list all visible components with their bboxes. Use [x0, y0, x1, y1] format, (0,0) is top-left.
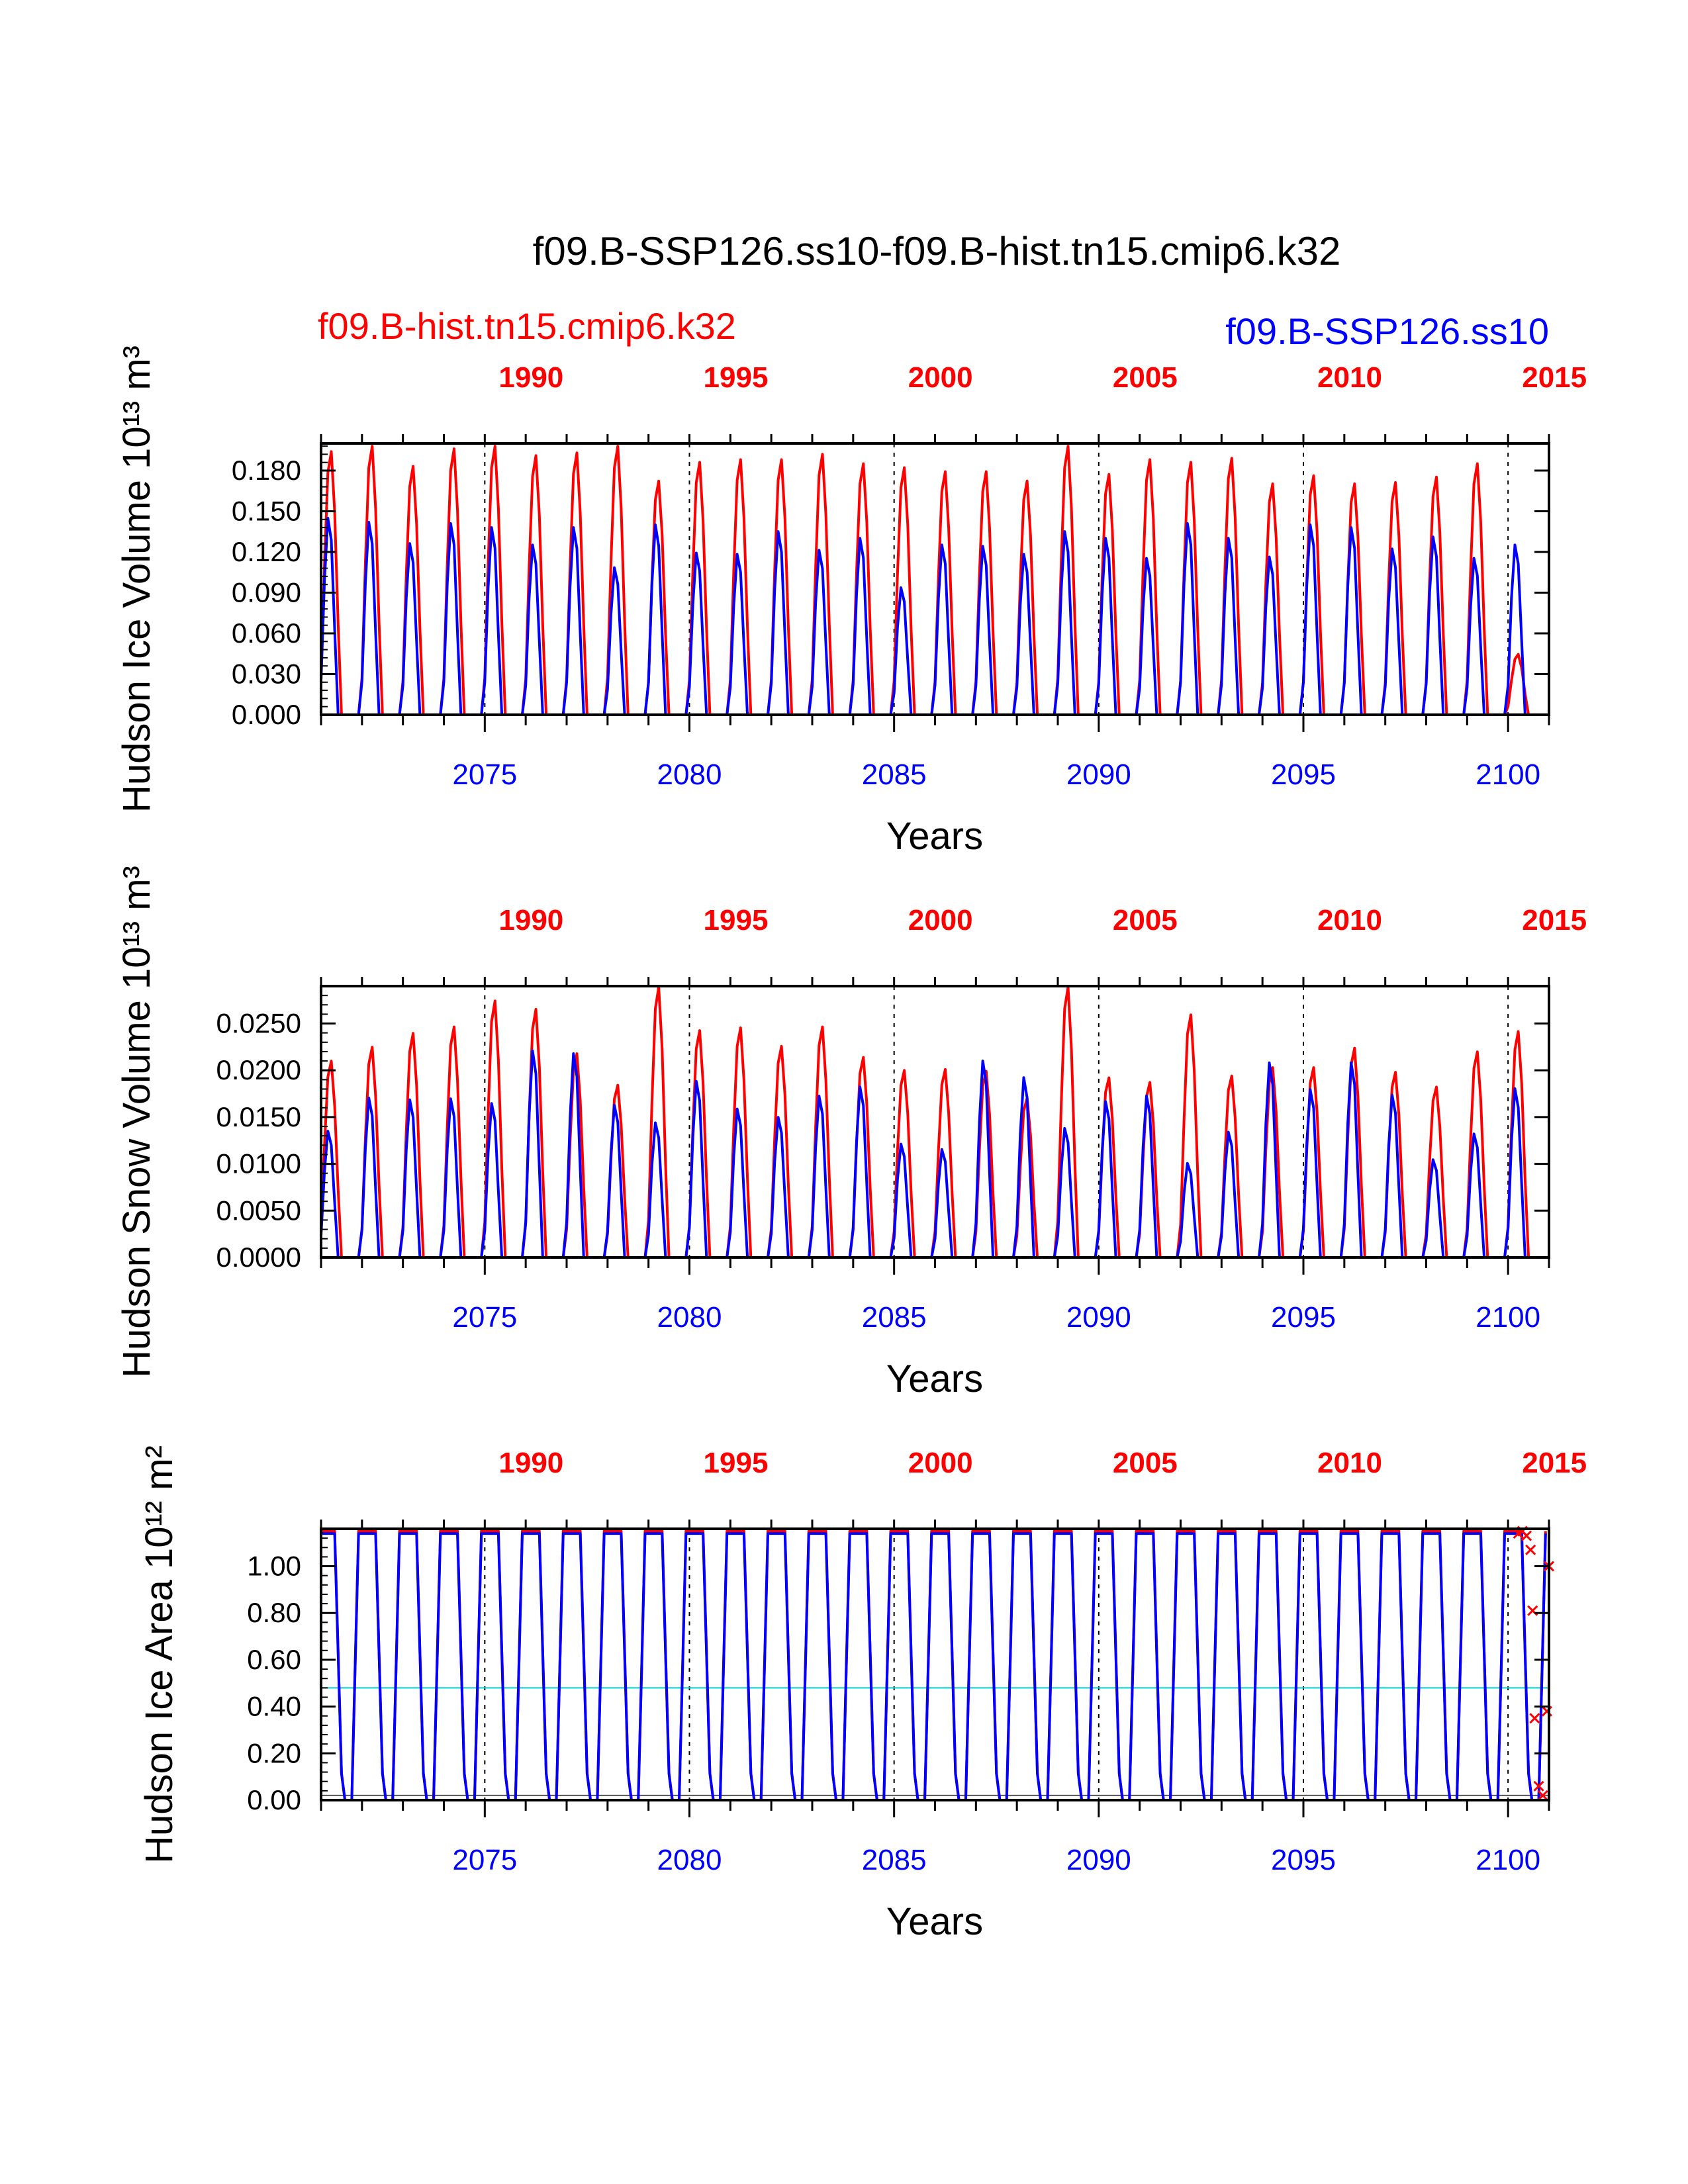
ice-area-hist-marker [1533, 1780, 1544, 1792]
snow-volume-x-bottom-tick-label: 2100 [1476, 1301, 1540, 1334]
ice-area-y-tick-label: 0.20 [247, 1737, 301, 1768]
ice-volume-y-tick-label: 0.150 [232, 496, 301, 527]
snow-volume-x-top-tick-label: 2005 [1113, 904, 1178, 936]
ice-area-hist-marker [1529, 1713, 1540, 1724]
snow-volume-y-tick-label: 0.0000 [216, 1242, 301, 1273]
ice-area-y-tick-label: 0.60 [247, 1644, 301, 1675]
ice-volume-ssp-series-line [320, 516, 1546, 716]
ice-volume-x-bottom-tick-label: 2080 [657, 758, 722, 791]
ice-area-y-tick-label: 0.00 [247, 1784, 301, 1815]
ice-volume-y-tick-label: 0.060 [232, 617, 301, 649]
snow-volume-y-tick-label: 0.0150 [216, 1101, 301, 1132]
ice-volume-x-axis-label: Years [886, 815, 983, 858]
snow-volume-x-top-tick-label: 2015 [1522, 904, 1587, 936]
ice-area-hist-marker [1525, 1544, 1536, 1555]
ice-area-x-top-tick-label: 1990 [498, 1447, 563, 1479]
ice-volume-y-tick-label: 0.120 [232, 536, 301, 567]
snow-volume-y-tick-label: 0.0100 [216, 1148, 301, 1179]
snow-volume-x-top-tick-label: 2000 [908, 904, 973, 936]
ice-area-x-bottom-tick-label: 2095 [1271, 1844, 1336, 1876]
ice-volume-y-tick-label: 0.000 [232, 699, 301, 730]
chart-title: f09.B-SSP126.ss10-f09.B-hist.tn15.cmip6.… [533, 229, 1341, 273]
snow-volume-x-top-tick-label: 1990 [498, 904, 563, 936]
snow-volume-y-tick-label: 0.0050 [216, 1195, 301, 1226]
snow-volume-x-bottom-tick-label: 2075 [452, 1301, 517, 1334]
ice-area-x-top-tick-label: 2005 [1113, 1447, 1178, 1479]
snow-volume-x-top-tick-label: 1995 [704, 904, 769, 936]
ice-area-x-top-tick-label: 2000 [908, 1447, 973, 1479]
ice-volume-x-top-tick-label: 2000 [908, 361, 973, 394]
ice-area-x-bottom-tick-label: 2075 [452, 1844, 517, 1876]
snow-volume-x-bottom-tick-label: 2095 [1271, 1301, 1336, 1334]
snow-volume-x-bottom-tick-label: 2085 [862, 1301, 927, 1334]
snow-volume-y-tick-label: 0.0200 [216, 1054, 301, 1085]
ice-volume-x-top-tick-label: 1990 [498, 361, 563, 394]
ice-volume-panel: 0.000 0.030 0.060 0.090 0.120 0.150 0.180 2075 2… [115, 345, 1587, 858]
snow-volume-x-bottom-tick-label: 2090 [1066, 1301, 1131, 1334]
ice-volume-x-bottom-tick-label: 2095 [1271, 758, 1336, 791]
legend-hist-label: f09.B-hist.tn15.cmip6.k32 [318, 305, 736, 347]
ice-area-x-bottom-tick-label: 2100 [1476, 1844, 1540, 1876]
ice-volume-y-tick-label: 0.030 [232, 659, 301, 690]
legend-ssp-label: f09.B-SSP126.ss10 [1225, 310, 1549, 352]
ice-area-x-axis-label: Years [886, 1900, 983, 1943]
ice-area-hist-series-line [321, 1529, 1547, 1801]
ice-area-hist-marker [1537, 1790, 1548, 1801]
ice-area-ssp-series-line [321, 1532, 1547, 1801]
snow-volume-x-axis-label: Years [886, 1357, 983, 1400]
snow-volume-ssp-series-line [320, 1049, 1546, 1259]
ice-volume-x-top-tick-label: 1995 [704, 361, 769, 394]
snow-volume-x-top-tick-label: 2010 [1317, 904, 1382, 936]
ice-volume-y-tick-label: 0.090 [232, 577, 301, 608]
ice-volume-x-bottom-tick-label: 2090 [1066, 758, 1131, 791]
ice-area-y-tick-label: 1.00 [247, 1551, 301, 1582]
ice-area-x-top-tick-label: 2010 [1317, 1447, 1382, 1479]
ice-area-y-tick-label: 0.80 [247, 1597, 301, 1628]
snow-volume-y-tick-label: 0.0250 [216, 1008, 301, 1039]
ice-area-x-top-tick-label: 1995 [704, 1447, 769, 1479]
ice-volume-x-bottom-tick-label: 2100 [1476, 758, 1540, 791]
ice-volume-y-axis-label: Hudson Ice Volume 10¹³ m³ [115, 345, 158, 813]
snow-volume-y-axis-label: Hudson Snow Volume 10¹³ m³ [115, 866, 158, 1378]
ice-volume-x-top-tick-label: 2005 [1113, 361, 1178, 394]
snow-volume-panel: 0.0000 0.0050 0.0100 0.0150 0.0200 0.0250 2075… [115, 866, 1587, 1400]
ice-area-x-bottom-tick-label: 2090 [1066, 1844, 1131, 1876]
ice-volume-x-top-tick-label: 2010 [1317, 361, 1382, 394]
ice-volume-x-bottom-tick-label: 2085 [862, 758, 927, 791]
ice-volume-y-tick-label: 0.180 [232, 455, 301, 486]
ice-area-panel: 0.00 0.20 0.40 0.60 0.80 1.00 2075 2080 2085 2090… [138, 1445, 1587, 1943]
ice-volume-x-top-tick-label: 2015 [1522, 361, 1587, 394]
ice-area-x-bottom-tick-label: 2080 [657, 1844, 722, 1876]
ice-volume-x-bottom-tick-label: 2075 [452, 758, 517, 791]
ice-area-x-bottom-tick-label: 2085 [862, 1844, 927, 1876]
ice-area-x-top-tick-label: 2015 [1522, 1447, 1587, 1479]
ice-area-y-tick-label: 0.40 [247, 1691, 301, 1722]
ice-area-y-axis-label: Hudson Ice Area 10¹² m² [138, 1445, 181, 1864]
snow-volume-x-bottom-tick-label: 2080 [657, 1301, 722, 1334]
ice-area-hist-marker [1521, 1530, 1532, 1541]
